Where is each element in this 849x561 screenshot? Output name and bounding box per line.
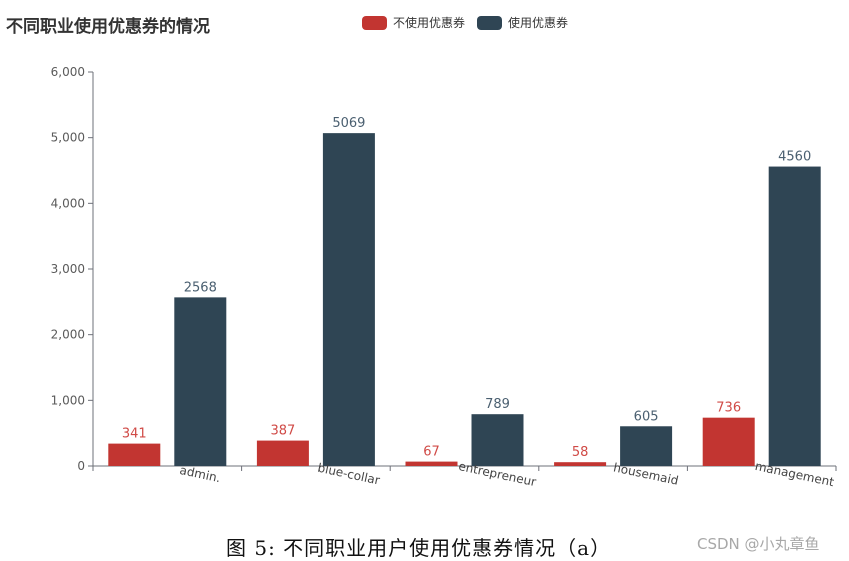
y-tick-label: 2,000 — [51, 328, 85, 342]
data-label: 5069 — [332, 116, 365, 131]
data-label: 2568 — [184, 280, 217, 295]
bar — [768, 166, 821, 466]
y-tick-label: 4,000 — [51, 196, 85, 210]
chart-title: 不同职业使用优惠券的情况 — [6, 17, 210, 37]
legend: 不使用优惠券 使用优惠券 — [362, 14, 580, 31]
bar — [322, 133, 375, 466]
data-label: 58 — [572, 445, 589, 460]
legend-label-not-used: 不使用优惠券 — [393, 16, 466, 30]
data-label: 341 — [122, 427, 147, 442]
watermark: CSDN @小丸章鱼 — [697, 535, 820, 553]
figure-caption: 图 5: 不同职业用户使用优惠券情况（a） — [226, 536, 612, 560]
legend-label-used: 使用优惠券 — [508, 16, 569, 30]
data-label: 4560 — [778, 150, 811, 165]
data-label: 736 — [716, 401, 741, 416]
bar — [405, 461, 458, 466]
bar — [702, 417, 755, 466]
data-label: 789 — [485, 397, 510, 412]
y-tick-label: 5,000 — [51, 131, 85, 145]
bar-chart: 01,0002,0003,0004,0005,0006,0003412568ad… — [51, 65, 837, 489]
legend-swatch-used — [477, 15, 503, 30]
data-label: 67 — [423, 445, 440, 460]
legend-item-used[interactable]: 使用优惠券 — [477, 14, 568, 31]
y-tick-label: 3,000 — [51, 262, 85, 276]
data-label: 387 — [270, 424, 295, 439]
bar — [108, 443, 161, 466]
bar — [256, 440, 309, 466]
legend-swatch-not-used — [362, 15, 387, 30]
bar — [620, 426, 673, 466]
y-tick-label: 0 — [77, 459, 85, 473]
bar — [554, 462, 607, 466]
legend-item-not-used[interactable]: 不使用优惠券 — [362, 14, 465, 31]
data-label: 605 — [634, 409, 659, 424]
bar — [174, 297, 227, 466]
y-tick-label: 6,000 — [51, 65, 85, 79]
y-tick-label: 1,000 — [51, 393, 85, 407]
bar — [471, 414, 524, 466]
